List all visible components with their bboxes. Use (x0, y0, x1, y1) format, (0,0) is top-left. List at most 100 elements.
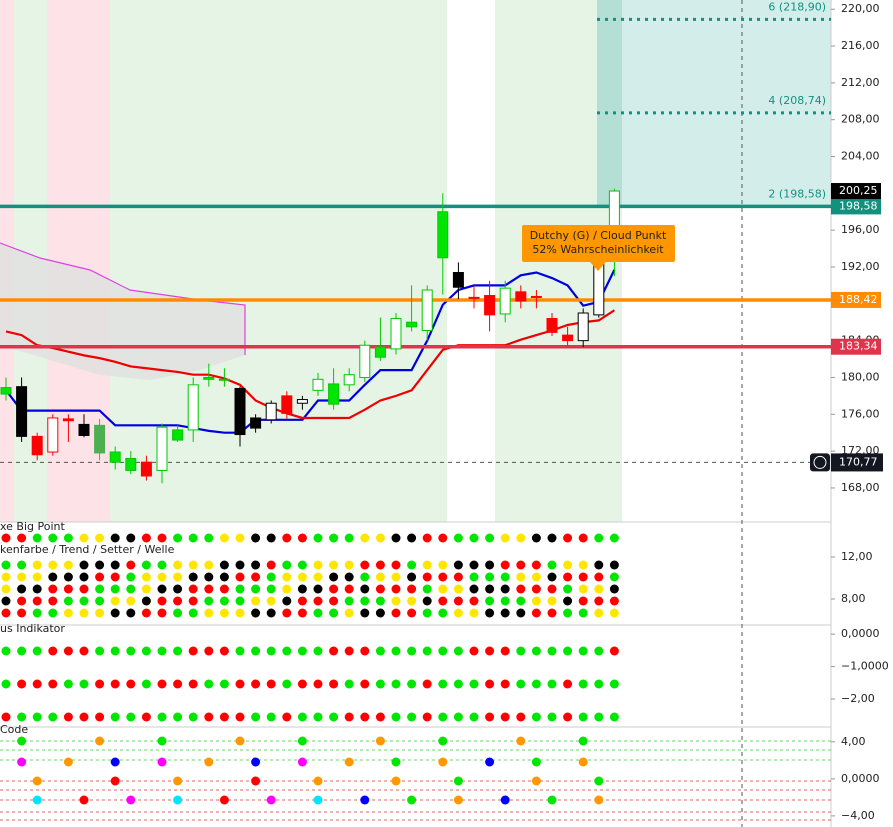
signal-dot (32, 533, 42, 543)
signal-dot (141, 596, 151, 606)
signal-dot (297, 608, 307, 618)
signal-dot (375, 608, 385, 618)
signal-dot (79, 679, 89, 689)
signal-dot (95, 596, 105, 606)
signal-dot (578, 596, 588, 606)
y-tick-label: 196,00 (841, 223, 880, 236)
signal-dot (95, 608, 105, 618)
candle-body (62, 418, 74, 422)
signal-dot (469, 646, 479, 656)
signal-dot (313, 646, 323, 656)
signal-dot (17, 560, 27, 570)
signal-dot (453, 533, 463, 543)
signal-dot (251, 712, 261, 722)
annotation-pointer (590, 262, 606, 271)
signal-dot (110, 712, 120, 722)
signal-dot (391, 646, 401, 656)
signal-dot (500, 712, 510, 722)
signal-dot (266, 596, 276, 606)
signal-dot (469, 533, 479, 543)
signal-dot (313, 608, 323, 618)
signal-dot (469, 584, 479, 594)
signal-dot (219, 596, 229, 606)
signal-dot (329, 608, 339, 618)
signal-dot (469, 572, 479, 582)
pane-title: Code (0, 723, 28, 736)
signal-dot (563, 646, 573, 656)
signal-dot (531, 776, 541, 786)
signal-dot (48, 608, 58, 618)
signal-dot (516, 596, 526, 606)
signal-dot (188, 608, 198, 618)
signal-dot (453, 584, 463, 594)
signal-dot (251, 584, 261, 594)
signal-dot (516, 560, 526, 570)
signal-dot (126, 712, 136, 722)
signal-dot (531, 608, 541, 618)
signal-dot (391, 533, 401, 543)
signal-dot (578, 712, 588, 722)
signal-dot (344, 712, 354, 722)
signal-dot (453, 795, 463, 805)
y-tick-label: 192,00 (841, 260, 880, 273)
signal-dot (407, 572, 417, 582)
y-tick-label: −4,00 (841, 809, 875, 822)
signal-dot (438, 679, 448, 689)
signal-dot (251, 646, 261, 656)
signal-dot (157, 584, 167, 594)
signal-dot (1, 596, 11, 606)
signal-dot (79, 712, 89, 722)
signal-dot (1, 646, 11, 656)
signal-dot (204, 596, 214, 606)
signal-dot (563, 572, 573, 582)
signal-dot (141, 608, 151, 618)
signal-dot (266, 795, 276, 805)
signal-dot (485, 596, 495, 606)
signal-dot (266, 712, 276, 722)
signal-dot (594, 712, 604, 722)
signal-dot (235, 533, 245, 543)
signal-dot (500, 584, 510, 594)
signal-dot (313, 795, 323, 805)
signal-dot (219, 533, 229, 543)
signal-dot (17, 608, 27, 618)
signal-dot (438, 560, 448, 570)
candle-body (172, 429, 184, 441)
candle-body (437, 211, 449, 259)
signal-dot (297, 757, 307, 767)
signal-dot (235, 572, 245, 582)
signal-dot (17, 572, 27, 582)
signal-dot (438, 712, 448, 722)
signal-dot (485, 679, 495, 689)
signal-dot (375, 533, 385, 543)
candle-body (328, 383, 340, 405)
target-zone (597, 0, 622, 206)
signal-dot (173, 608, 183, 618)
signal-dot (141, 584, 151, 594)
signal-dot (329, 596, 339, 606)
signal-dot (251, 608, 261, 618)
signal-dot (344, 646, 354, 656)
signal-dot (313, 679, 323, 689)
signal-dot (313, 572, 323, 582)
signal-dot (578, 572, 588, 582)
signal-dot (329, 572, 339, 582)
candle-body (140, 461, 152, 477)
signal-dot (219, 679, 229, 689)
level-tag (831, 291, 881, 308)
signal-dot (32, 608, 42, 618)
signal-dot (609, 596, 619, 606)
signal-dot (375, 679, 385, 689)
signal-dot (63, 712, 73, 722)
signal-dot (1, 584, 11, 594)
signal-dot (407, 584, 417, 594)
signal-dot (609, 572, 619, 582)
last-price-label: 200,25 (839, 184, 878, 197)
signal-dot (110, 584, 120, 594)
signal-dot (422, 584, 432, 594)
signal-dot (48, 572, 58, 582)
signal-dot (485, 757, 495, 767)
signal-dot (547, 679, 557, 689)
signal-dot (547, 584, 557, 594)
